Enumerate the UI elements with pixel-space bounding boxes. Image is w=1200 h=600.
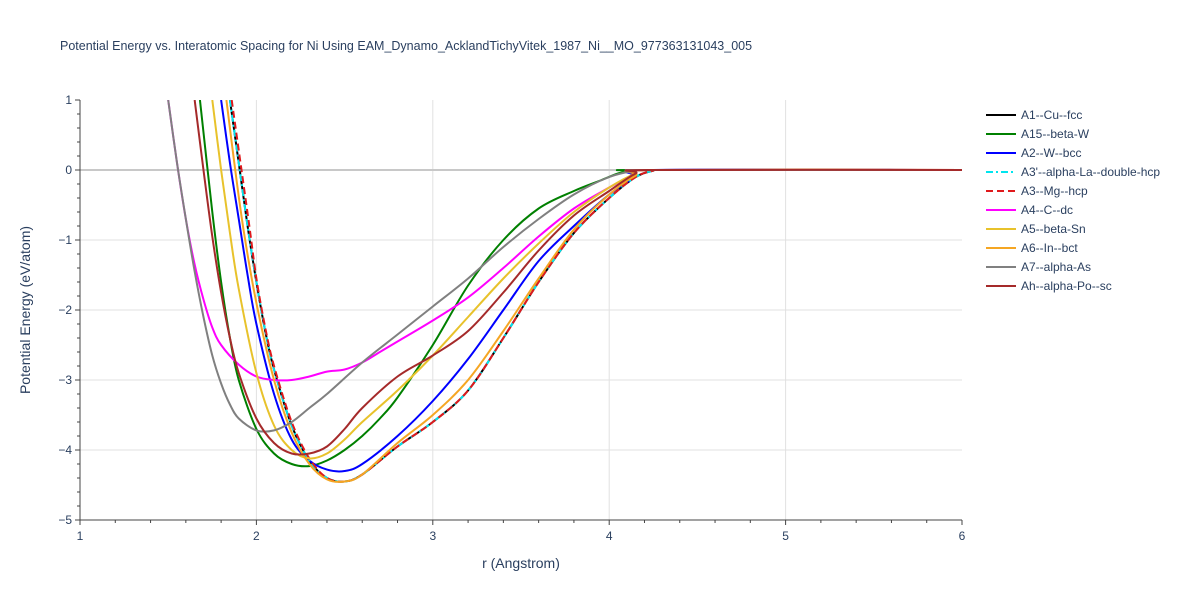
x-tick-label: 5 — [782, 529, 789, 543]
y-tick-label: −3 — [58, 373, 72, 387]
legend-label: A3'--alpha-La--double-hcp — [1021, 165, 1160, 179]
chart-title: Potential Energy vs. Interatomic Spacing… — [60, 39, 752, 53]
legend-item[interactable]: A6--In--bct — [986, 241, 1078, 255]
series-line-a7-alpha-as — [167, 100, 962, 433]
y-tick-label: −1 — [58, 233, 72, 247]
legend-label: A3--Mg--hcp — [1021, 184, 1088, 198]
legend-label: A7--alpha-As — [1021, 260, 1091, 274]
legend-item[interactable]: A3--Mg--hcp — [986, 184, 1088, 198]
series-layer — [167, 100, 962, 483]
legend-item[interactable]: A4--C--dc — [986, 203, 1073, 217]
legend-item[interactable]: A15--beta-W — [986, 127, 1090, 141]
y-tick-label: −2 — [58, 303, 72, 317]
series-line-a3-mg-hcp — [230, 100, 962, 483]
legend-item[interactable]: A1--Cu--fcc — [986, 108, 1082, 122]
x-tick-label: 1 — [77, 529, 84, 543]
legend-label: A15--beta-W — [1021, 127, 1090, 141]
axes — [75, 99, 963, 525]
legend-item[interactable]: A7--alpha-As — [986, 260, 1091, 274]
plot-area — [167, 100, 962, 483]
series-line-ah-alpha-po-sc — [193, 100, 962, 456]
y-tick-label: 0 — [65, 163, 72, 177]
legend-label: A4--C--dc — [1021, 203, 1073, 217]
legend-item[interactable]: A3'--alpha-La--double-hcp — [986, 165, 1160, 179]
x-tick-label: 3 — [429, 529, 436, 543]
y-tick-label: −5 — [58, 513, 72, 527]
x-tick-labels: 1 2 3 4 5 6 — [77, 529, 966, 543]
y-axis-title: Potential Energy (eV/atom) — [17, 226, 33, 394]
x-tick-label: 6 — [959, 529, 966, 543]
legend-label: Ah--alpha-Po--sc — [1021, 279, 1112, 293]
series-line-a2-w-bcc — [220, 100, 962, 473]
x-tick-label: 2 — [253, 529, 260, 543]
legend: A1--Cu--fcc A15--beta-W A2--W--bcc A3'--alp… — [986, 108, 1160, 293]
y-tick-label: 1 — [65, 93, 72, 107]
series-line-a3-alpha-la-double-hcp — [228, 100, 962, 483]
legend-item[interactable]: Ah--alpha-Po--sc — [986, 279, 1112, 293]
x-tick-label: 4 — [606, 529, 613, 543]
legend-label: A2--W--bcc — [1021, 146, 1081, 160]
legend-label: A5--beta-Sn — [1021, 222, 1086, 236]
x-axis-title: r (Angstrom) — [482, 555, 560, 571]
series-line-a5-beta-sn — [211, 100, 962, 460]
legend-item[interactable]: A2--W--bcc — [986, 146, 1081, 160]
series-line-a1-cu-fcc — [228, 100, 962, 483]
series-line-a15-beta-w — [198, 100, 962, 468]
y-tick-labels: 1 0 −1 −2 −3 −4 −5 — [58, 93, 72, 527]
legend-item[interactable]: A5--beta-Sn — [986, 222, 1086, 236]
legend-label: A6--In--bct — [1021, 241, 1078, 255]
y-tick-label: −4 — [58, 443, 72, 457]
legend-label: A1--Cu--fcc — [1021, 108, 1082, 122]
series-line-a6-in-bct — [225, 100, 962, 483]
